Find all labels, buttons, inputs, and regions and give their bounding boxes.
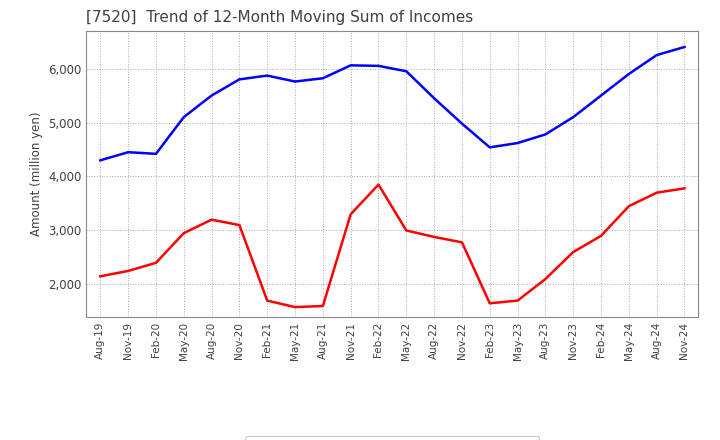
Y-axis label: Amount (million yen): Amount (million yen)	[30, 112, 42, 236]
Net Income	[430, 234, 438, 239]
Ordinary Income	[458, 121, 467, 126]
Net Income	[291, 304, 300, 310]
Ordinary Income	[541, 132, 550, 137]
Net Income	[402, 228, 410, 233]
Net Income	[318, 303, 327, 308]
Ordinary Income	[597, 93, 606, 98]
Ordinary Income	[652, 52, 661, 58]
Net Income	[96, 274, 104, 279]
Net Income	[207, 217, 216, 222]
Ordinary Income	[569, 114, 577, 120]
Net Income	[235, 223, 243, 228]
Ordinary Income	[179, 114, 188, 120]
Net Income	[680, 186, 689, 191]
Ordinary Income	[263, 73, 271, 78]
Ordinary Income	[485, 145, 494, 150]
Ordinary Income	[680, 44, 689, 50]
Ordinary Income	[624, 71, 633, 77]
Net Income	[458, 240, 467, 245]
Ordinary Income	[402, 69, 410, 74]
Ordinary Income	[152, 151, 161, 157]
Net Income	[624, 204, 633, 209]
Net Income	[597, 233, 606, 238]
Ordinary Income	[430, 95, 438, 101]
Net Income	[152, 260, 161, 265]
Line: Ordinary Income: Ordinary Income	[100, 47, 685, 160]
Ordinary Income	[235, 77, 243, 82]
Text: [7520]  Trend of 12-Month Moving Sum of Incomes: [7520] Trend of 12-Month Moving Sum of I…	[86, 11, 474, 26]
Net Income	[124, 268, 132, 274]
Ordinary Income	[513, 140, 522, 146]
Net Income	[652, 190, 661, 195]
Net Income	[513, 298, 522, 303]
Net Income	[485, 301, 494, 306]
Ordinary Income	[291, 79, 300, 84]
Ordinary Income	[346, 62, 355, 68]
Line: Net Income: Net Income	[100, 185, 685, 307]
Net Income	[541, 276, 550, 282]
Net Income	[374, 182, 383, 187]
Ordinary Income	[318, 76, 327, 81]
Net Income	[263, 298, 271, 303]
Ordinary Income	[207, 93, 216, 98]
Ordinary Income	[124, 150, 132, 155]
Legend: Ordinary Income, Net Income: Ordinary Income, Net Income	[246, 436, 539, 440]
Net Income	[569, 249, 577, 255]
Net Income	[179, 231, 188, 236]
Ordinary Income	[374, 63, 383, 69]
Net Income	[346, 212, 355, 217]
Ordinary Income	[96, 158, 104, 163]
